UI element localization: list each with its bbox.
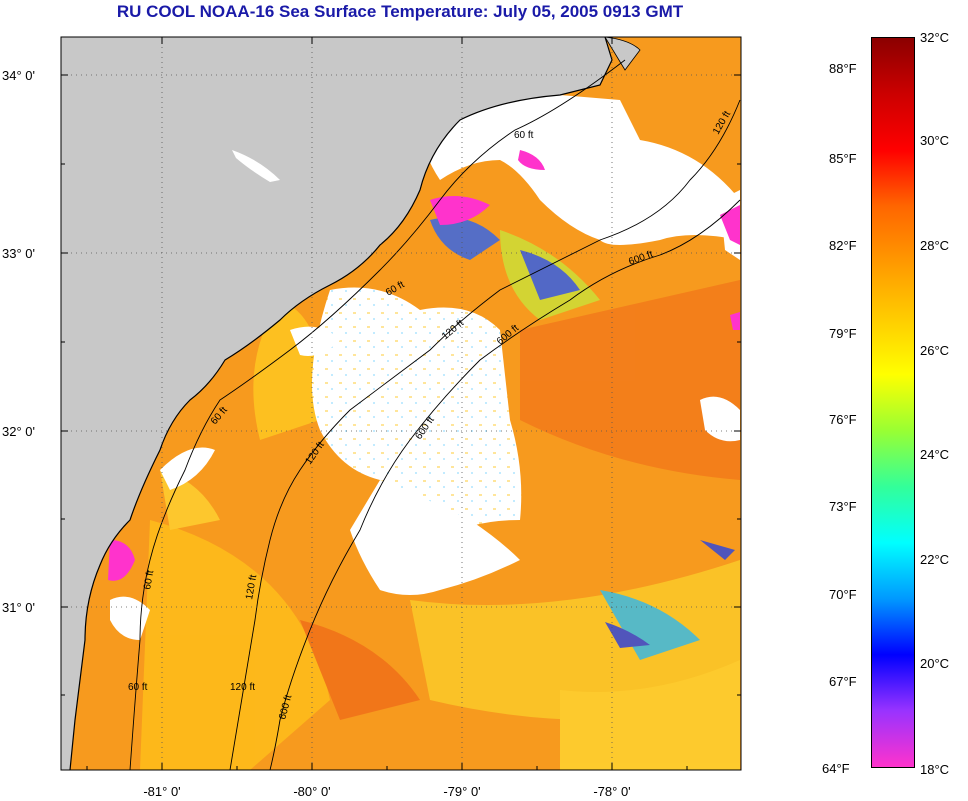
c-label-30: 30°C: [920, 133, 950, 148]
f-label-85: 85°F: [829, 151, 857, 166]
f-label-76: 76°F: [829, 412, 857, 427]
map-graticule: [61, 37, 741, 770]
coastline: [69, 37, 613, 770]
lon-labels: -81° 0' -80° 0' -79° 0' -78° 0': [143, 784, 630, 799]
lat-labels: 34° 0' 33° 0' 32° 0' 31° 0': [2, 68, 35, 615]
land-area: [61, 37, 612, 770]
contour-600ft: [269, 199, 741, 770]
contour-label: 60 ft: [514, 130, 534, 141]
f-label-88: 88°F: [829, 61, 857, 76]
contour-label: 120 ft: [244, 574, 259, 601]
lat-label-33: 33° 0': [2, 246, 35, 261]
lat-label-32: 32° 0': [2, 424, 35, 439]
page-title: RU COOL NOAA-16 Sea Surface Temperature:…: [116, 2, 684, 21]
c-label-18: 18°C: [920, 762, 950, 777]
f-label-70: 70°F: [829, 587, 857, 602]
temperature-colorbar: [871, 37, 915, 768]
contour-60ft: [129, 59, 626, 770]
lon-label-78: -78° 0': [593, 784, 630, 799]
f-label-79: 79°F: [829, 326, 857, 341]
sst-texture: [140, 217, 740, 770]
lat-label-34: 34° 0': [2, 68, 35, 83]
lon-label-79: -79° 0': [443, 784, 480, 799]
lon-label-80: -80° 0': [293, 784, 330, 799]
map-frame: [60, 36, 742, 771]
axis-ticks: [61, 37, 741, 770]
f-label-67: 67°F: [829, 674, 857, 689]
lon-label-81: -81° 0': [143, 784, 180, 799]
cold-patches: [108, 150, 740, 581]
lat-label-31: 31° 0': [2, 600, 35, 615]
f-label-82: 82°F: [829, 238, 857, 253]
contour-label: 60 ft: [128, 682, 148, 693]
contour-120ft: [229, 99, 741, 770]
contour-label: 120 ft: [230, 682, 255, 693]
c-label-28: 28°C: [920, 238, 950, 253]
c-label-26: 26°C: [920, 343, 950, 358]
f-label-64: 64°F: [822, 761, 850, 776]
c-label-32: 32°C: [920, 30, 950, 45]
f-label-73: 73°F: [829, 499, 857, 514]
cloud-mask: [80, 57, 740, 640]
contour-label: 60 ft: [142, 569, 156, 590]
c-label-24: 24°C: [920, 447, 950, 462]
c-label-22: 22°C: [920, 552, 950, 567]
bathymetry-contours: [129, 59, 741, 770]
c-label-20: 20°C: [920, 656, 950, 671]
